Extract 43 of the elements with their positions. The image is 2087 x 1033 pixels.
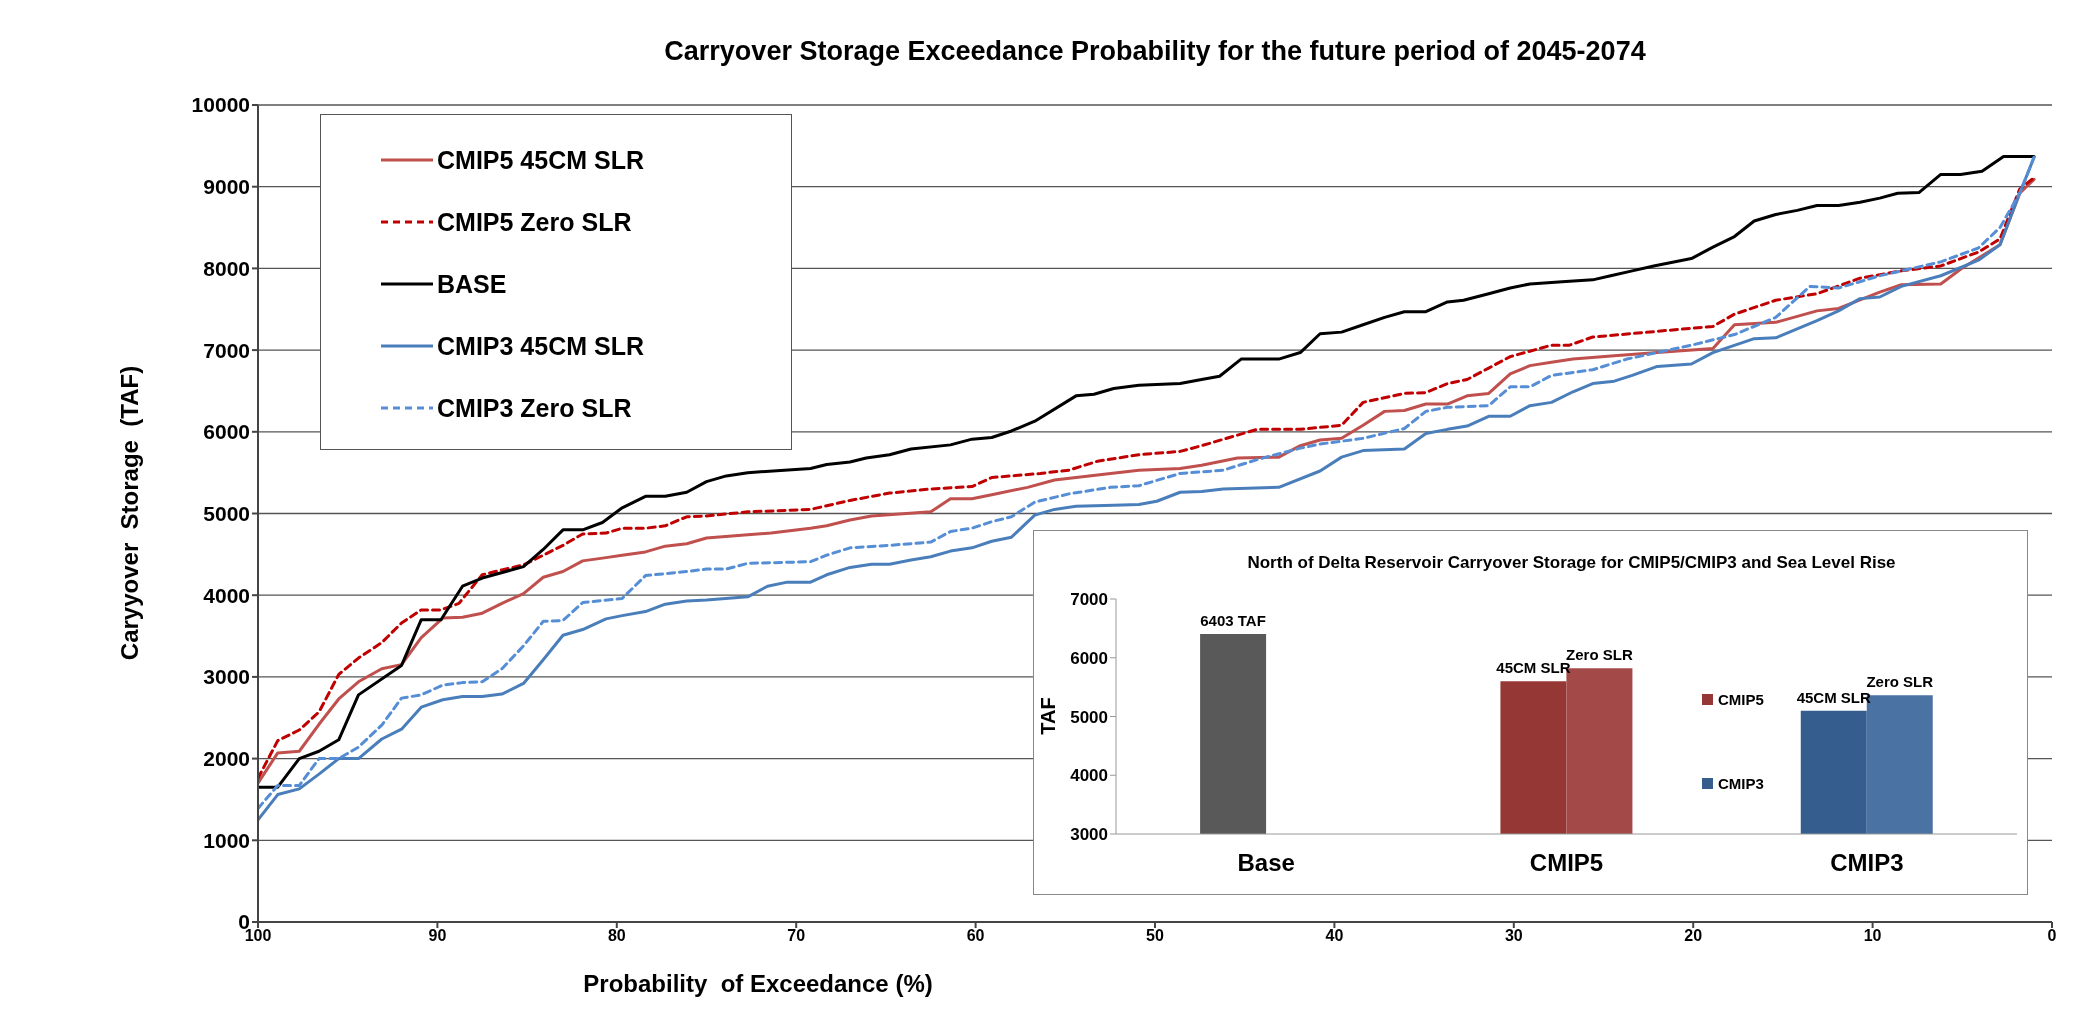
x-tick-label: 70 [787,927,806,945]
y-tick-label: 5000 [203,501,250,525]
y-axis-title: TAF [1036,697,1060,735]
y-tick-label: 6000 [203,420,250,444]
x-tick-label: 40 [1325,927,1344,945]
y-tick-label: 3000 [203,665,250,689]
x-tick-label: CMIP3 [1830,849,1904,877]
y-tick-label: 1000 [203,828,250,852]
legend-label: BASE [437,269,507,299]
data-label: 6403 TAF [1200,612,1266,630]
text: 45CM SLR [1796,688,1871,706]
text: Zero SLR [1866,673,1934,691]
y-tick-label: 3000 [1070,825,1108,845]
y-tick-label: 6000 [1070,648,1108,668]
x-tick-label: Base [1237,849,1295,877]
x-axis-title: Probability of Exceedance (%) [582,970,934,998]
y-tick-label: 2000 [203,747,250,771]
x-tick-label: 80 [607,927,626,945]
legend-label: CMIP3 Zero SLR [437,393,632,423]
y-axis-title: Caryyover Storage (TAF) [116,365,144,661]
x-tick-label: 0 [2047,927,2057,945]
y-tick-label: 7000 [1070,590,1108,610]
y-tick-label: 8000 [203,256,250,280]
chart-title: North of Delta Reservoir Carryover Storage for CMIP5/CMIP3 and Sea Level Rise [1246,553,1897,573]
y-tick-label: 4000 [1070,766,1108,786]
x-tick-label: 90 [428,927,447,945]
x-tick-label: CMIP5 [1529,849,1604,877]
y-tick-label: 5000 [1070,707,1108,727]
x-tick-label: 60 [966,927,985,945]
chart-title: Carryover Storage Exceedance Probability for the future period of 2045-2074 [663,36,1647,67]
annotation: CMIP5 [1718,691,1764,708]
legend-label: CMIP3 45CM SLR [437,331,644,361]
x-tick-label: 10 [1863,927,1882,945]
annotation: CMIP3 [1718,775,1764,792]
y-tick-label: 4000 [203,583,250,607]
y-tick-label: 7000 [203,338,250,362]
legend-label: CMIP5 Zero SLR [437,207,632,237]
x-tick-label: 50 [1146,927,1164,945]
x-tick-label: 30 [1504,927,1523,945]
y-tick-label: 10000 [191,93,250,117]
x-tick-label: 20 [1684,927,1703,945]
y-tick-label: 9000 [203,175,250,199]
legend-label: CMIP5 45CM SLR [437,145,644,175]
